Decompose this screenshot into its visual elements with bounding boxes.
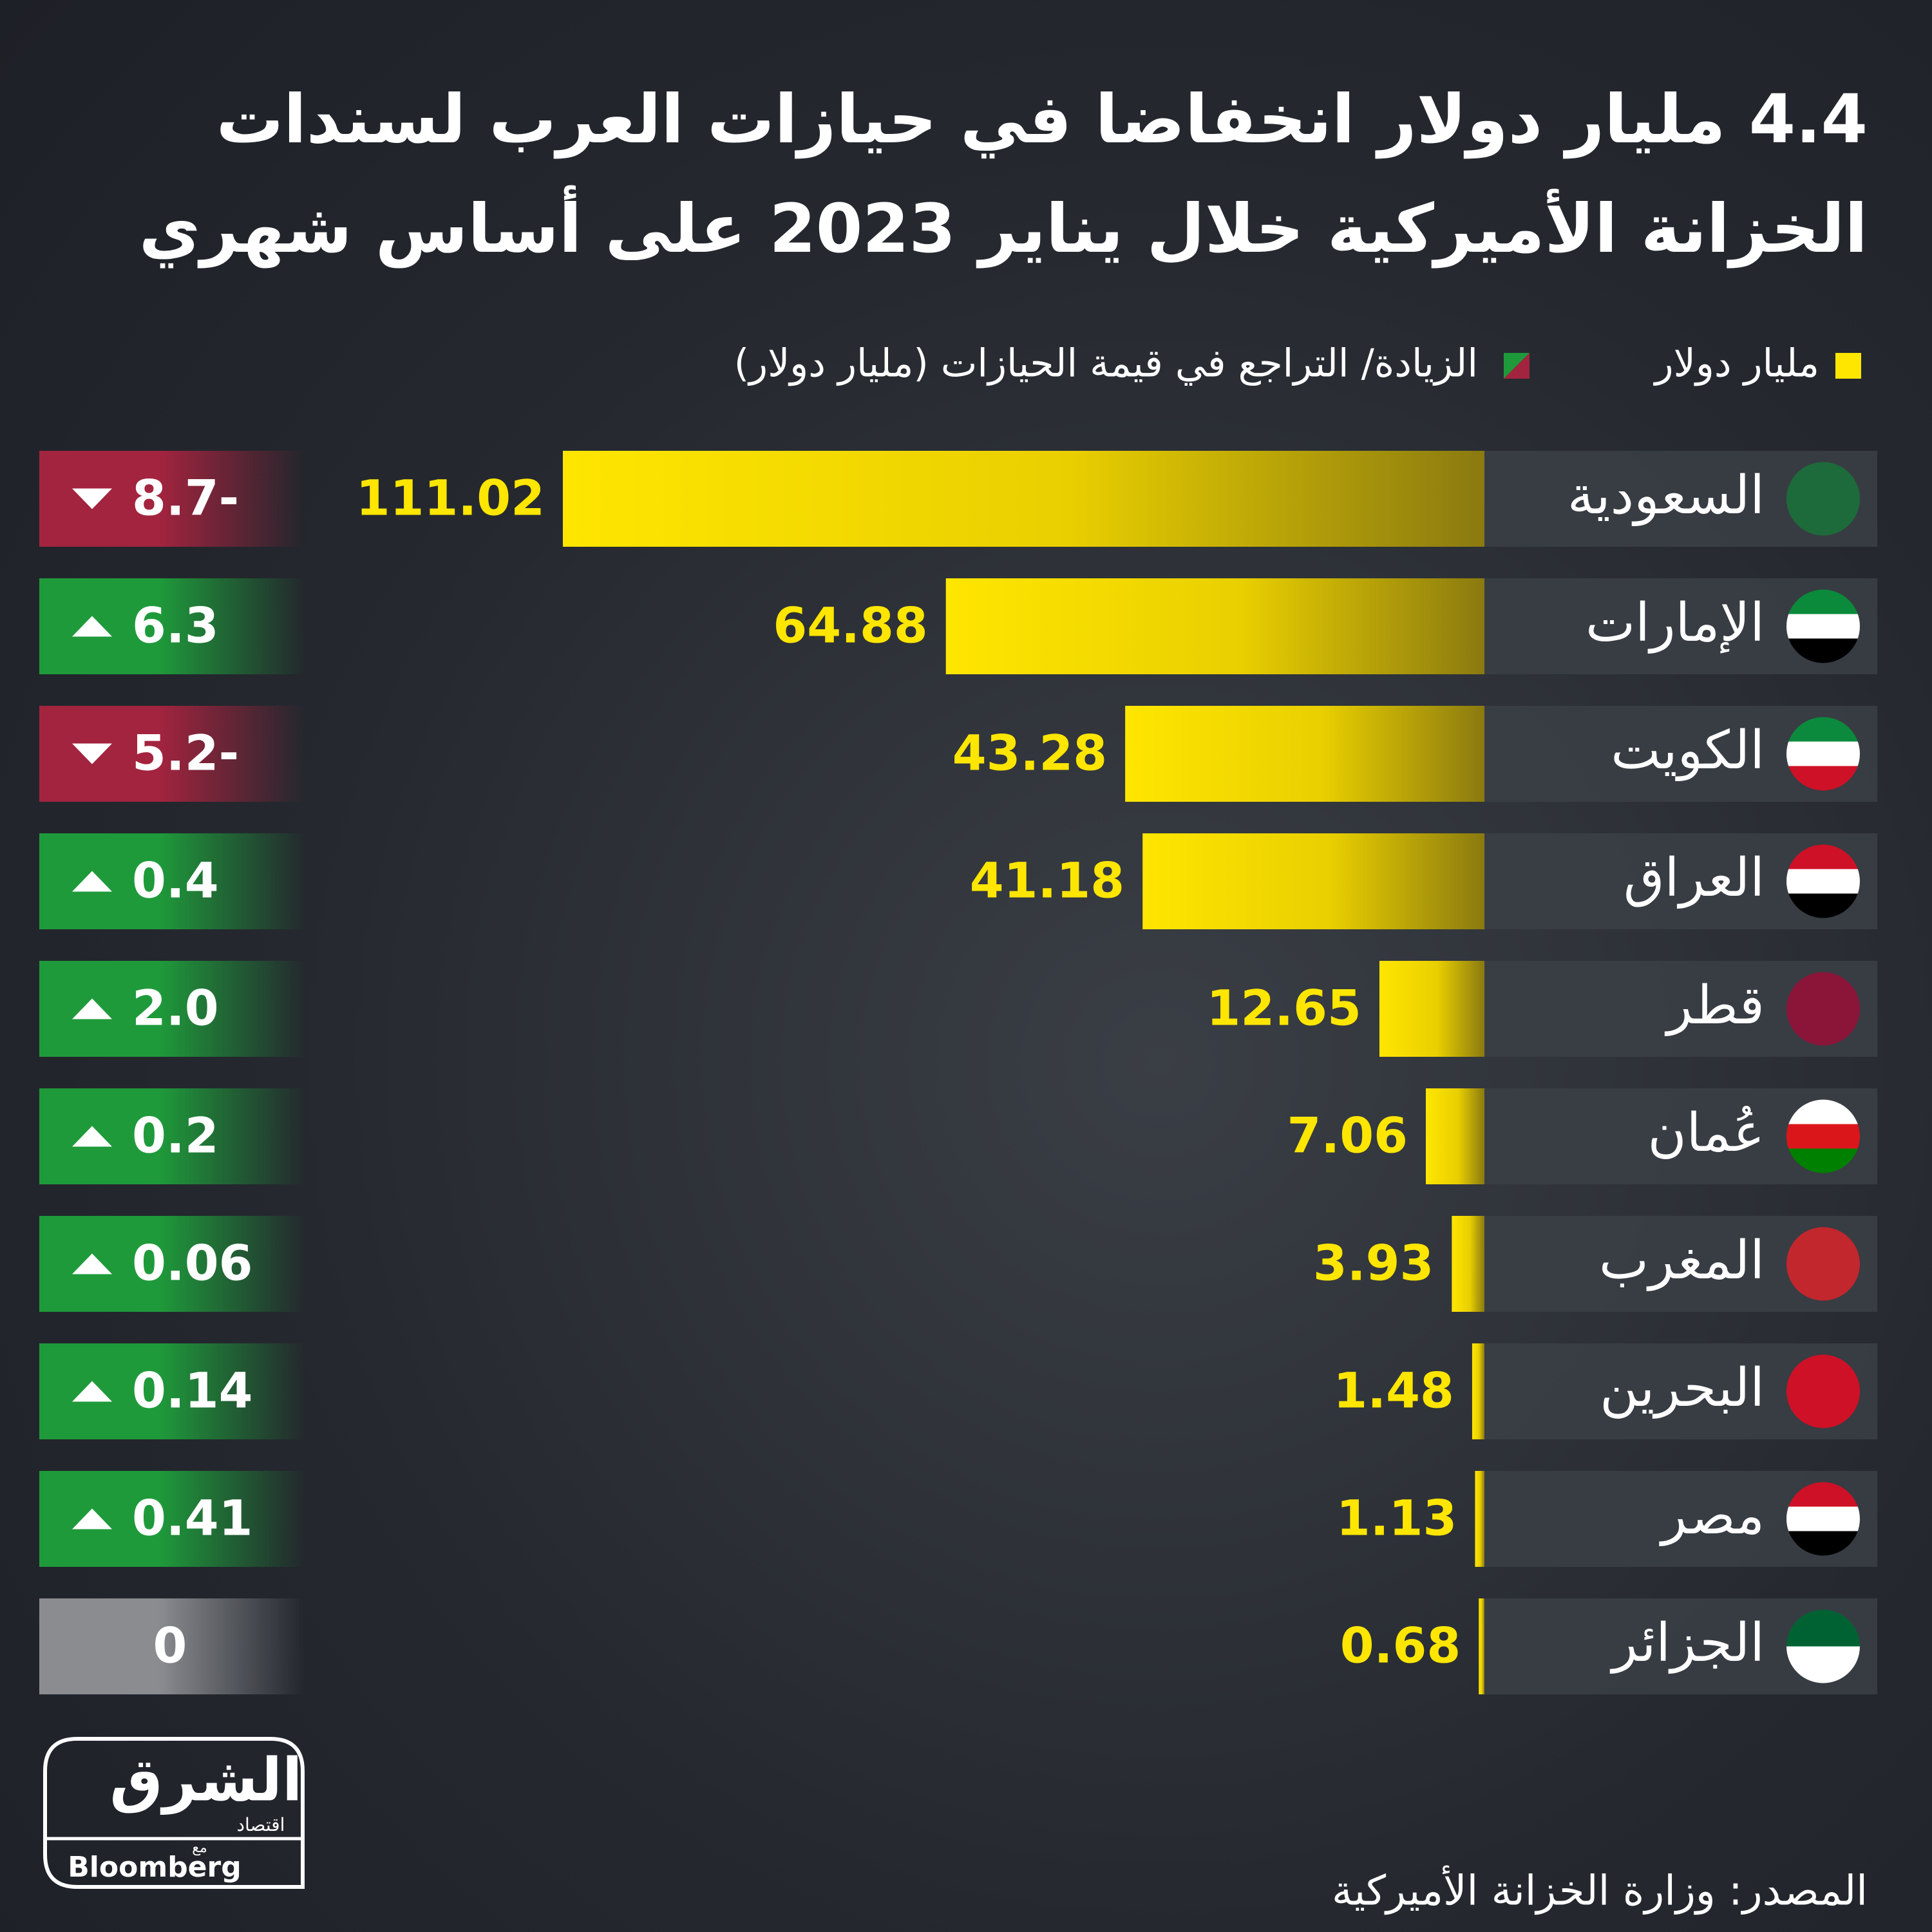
bar (1425, 1088, 1484, 1184)
logo-partner: Bloomberg (68, 1851, 241, 1884)
bar (1475, 1471, 1484, 1567)
flag-stripe (1786, 869, 1860, 895)
flag-stripe (1786, 1124, 1860, 1150)
up-arrow (72, 1253, 112, 1274)
logo (43, 1737, 305, 1889)
bar (1125, 706, 1484, 802)
legend-swatch (1835, 353, 1861, 379)
flag (1786, 462, 1860, 536)
change-box (39, 1598, 305, 1694)
bar (1479, 1598, 1484, 1694)
flag-stripe (1786, 614, 1860, 639)
category-label: مصر (1659, 1485, 1765, 1546)
chart-title: 4.4 مليار دولار انخفاضا في حيازات العرب … (138, 80, 1868, 268)
change-label: 5.2- (132, 724, 239, 781)
category-label: الجزائر (1609, 1613, 1765, 1674)
category-label: قطر (1664, 975, 1765, 1036)
bar-value-label: 1.48 (1333, 1361, 1454, 1419)
bar (1142, 833, 1484, 929)
bar (1472, 1343, 1484, 1439)
bar-value-label: 0.68 (1340, 1616, 1461, 1674)
up-arrow (72, 871, 112, 892)
bar (1452, 1216, 1484, 1312)
down-arrow (72, 743, 112, 764)
flag (1786, 1354, 1860, 1428)
flag-stripe (1786, 462, 1860, 536)
change-label: 0.14 (132, 1361, 253, 1419)
flag-stripe (1786, 1227, 1860, 1301)
flag (1786, 972, 1860, 1046)
flag-stripe (1786, 741, 1860, 767)
down-arrow (72, 488, 112, 509)
logo-with: مع (192, 1840, 207, 1856)
category-label: الإمارات (1586, 592, 1765, 654)
flag-stripe (1786, 1354, 1860, 1428)
source: المصدر: وزارة الخزانة الأميركية (1332, 1865, 1868, 1915)
bar-value-label: 12.65 (1207, 979, 1361, 1036)
change-label: 2.0 (132, 979, 219, 1036)
category-label: السعودية (1567, 465, 1765, 526)
logo-sub: اقتصاد (237, 1814, 285, 1835)
change-label: 0.4 (132, 851, 219, 909)
up-arrow (72, 1381, 112, 1402)
category-label: الكويت (1611, 720, 1765, 781)
category-label: العراق (1624, 848, 1765, 909)
legend-label: الزيادة/ التراجع في قيمة الحيازات (مليار… (734, 341, 1478, 386)
change-label: 0 (153, 1616, 187, 1674)
bar-value-label: 43.28 (952, 724, 1107, 781)
bar-value-label: 1.13 (1336, 1489, 1457, 1546)
bar-value-label: 41.18 (970, 851, 1124, 909)
change-label: 0.41 (132, 1489, 253, 1546)
bar (945, 578, 1484, 674)
bar (563, 451, 1484, 547)
bar-value-label: 3.93 (1313, 1234, 1434, 1291)
category-label: المغرب (1599, 1230, 1765, 1291)
flag-stripe (1786, 1506, 1860, 1532)
up-arrow (72, 1126, 112, 1147)
bar-value-label: 7.06 (1287, 1106, 1408, 1164)
category-label: عُمان (1647, 1103, 1765, 1164)
legend-swatch-down (1504, 353, 1530, 379)
change-label: 6.3 (132, 596, 219, 654)
up-arrow (72, 616, 112, 637)
bar-value-label: 111.02 (356, 469, 545, 526)
bar (1379, 961, 1484, 1057)
bar-value-label: 64.88 (773, 596, 927, 654)
logo-name: الشرق (109, 1745, 302, 1815)
change-label: 0.2 (132, 1106, 219, 1164)
change-label: 0.06 (132, 1234, 253, 1291)
legend-swatch (1504, 353, 1530, 379)
up-arrow (72, 1508, 112, 1530)
flag (1786, 1227, 1860, 1301)
flag-stripe (1786, 972, 1860, 1046)
legend-label: مليار دولار (1653, 341, 1819, 386)
up-arrow (72, 998, 112, 1019)
change-label: 8.7- (132, 469, 239, 526)
category-label: البحرين (1600, 1358, 1765, 1419)
